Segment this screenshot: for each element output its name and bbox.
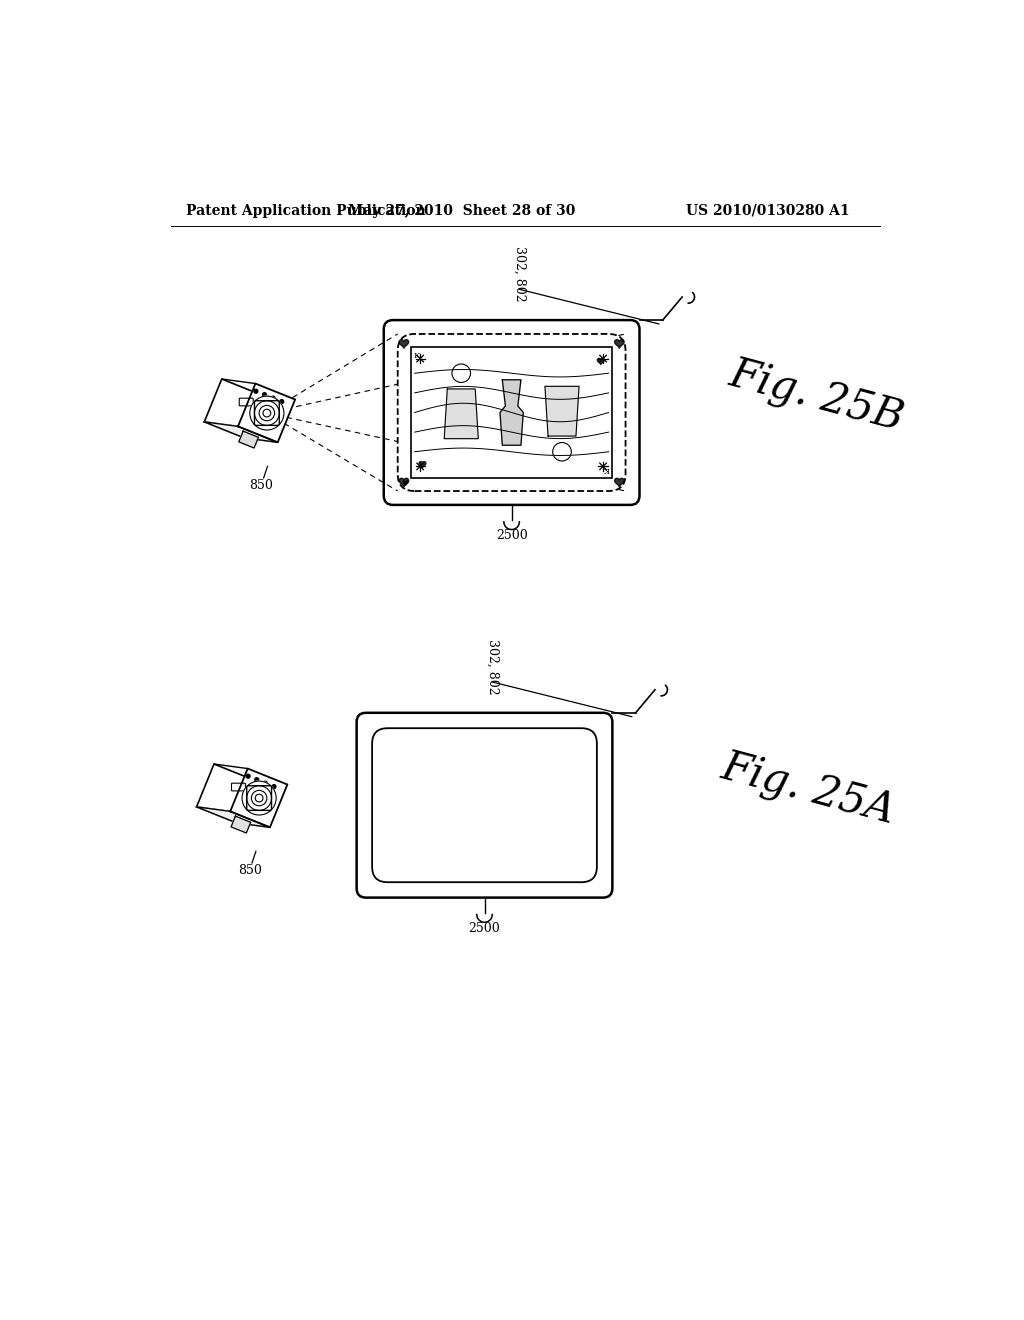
Circle shape xyxy=(263,409,270,417)
Text: K: K xyxy=(603,465,609,473)
Circle shape xyxy=(262,393,266,396)
Polygon shape xyxy=(444,389,478,438)
Text: K: K xyxy=(414,352,420,360)
Text: Fig. 25A: Fig. 25A xyxy=(717,746,900,833)
Text: 2500: 2500 xyxy=(469,921,501,935)
Circle shape xyxy=(272,784,275,788)
FancyBboxPatch shape xyxy=(372,729,597,882)
Bar xyxy=(411,347,612,478)
Circle shape xyxy=(251,791,267,805)
Circle shape xyxy=(255,401,280,425)
Polygon shape xyxy=(597,358,604,364)
Polygon shape xyxy=(231,816,251,833)
Circle shape xyxy=(271,396,275,400)
Polygon shape xyxy=(399,478,409,487)
Text: 2500: 2500 xyxy=(496,529,527,543)
Text: 850: 850 xyxy=(238,865,261,878)
Polygon shape xyxy=(197,807,270,828)
FancyBboxPatch shape xyxy=(384,321,640,506)
Circle shape xyxy=(246,775,250,777)
Text: 850: 850 xyxy=(250,479,273,492)
Circle shape xyxy=(250,396,284,430)
Polygon shape xyxy=(239,432,258,447)
Text: Patent Application Publication: Patent Application Publication xyxy=(186,203,426,218)
Polygon shape xyxy=(399,339,409,348)
Text: 302, 802: 302, 802 xyxy=(513,246,526,302)
Circle shape xyxy=(280,400,284,404)
Circle shape xyxy=(263,781,267,785)
Polygon shape xyxy=(545,387,579,436)
Text: US 2010/0130280 A1: US 2010/0130280 A1 xyxy=(686,203,850,218)
Text: 302, 802: 302, 802 xyxy=(485,639,499,694)
Polygon shape xyxy=(419,462,426,467)
Polygon shape xyxy=(205,422,278,442)
Text: ♥: ♥ xyxy=(401,479,410,488)
Polygon shape xyxy=(614,339,625,348)
Circle shape xyxy=(255,795,263,803)
Text: May 27, 2010  Sheet 28 of 30: May 27, 2010 Sheet 28 of 30 xyxy=(347,203,574,218)
Circle shape xyxy=(259,405,274,421)
Circle shape xyxy=(242,781,276,814)
Polygon shape xyxy=(614,478,625,487)
Polygon shape xyxy=(238,384,295,442)
FancyBboxPatch shape xyxy=(397,334,626,491)
Polygon shape xyxy=(230,768,288,828)
FancyBboxPatch shape xyxy=(356,713,612,898)
Circle shape xyxy=(254,389,258,393)
Circle shape xyxy=(255,777,259,781)
Text: Fig. 25B: Fig. 25B xyxy=(725,354,908,441)
Circle shape xyxy=(247,785,271,810)
Polygon shape xyxy=(500,380,523,445)
